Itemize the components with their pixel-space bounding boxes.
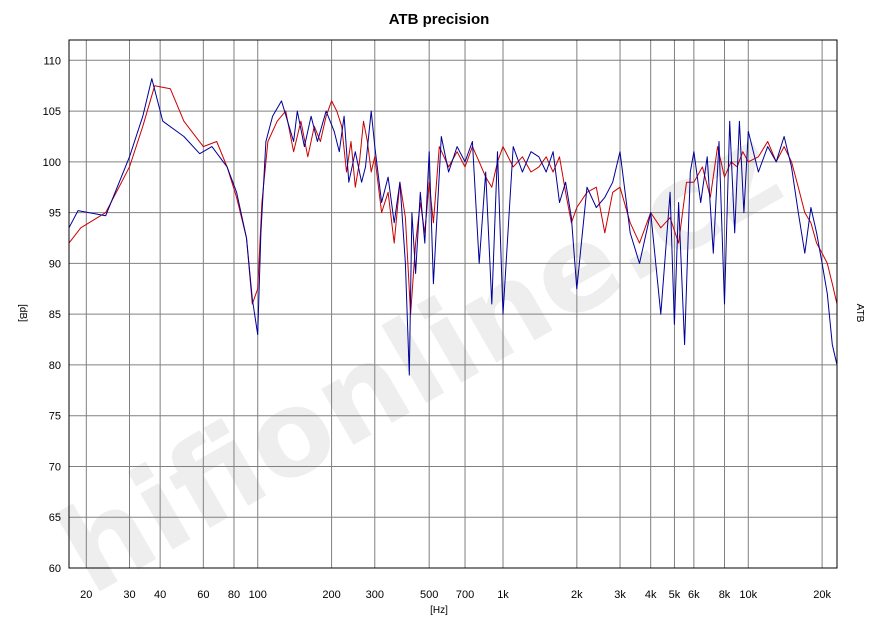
y-tick-label: 85 [49, 309, 61, 321]
x-tick-label: 2k [571, 589, 583, 601]
x-tick-label: 700 [456, 589, 474, 601]
x-tick-label: 80 [228, 589, 240, 601]
x-tick-label: 30 [123, 589, 135, 601]
x-tick-label: 8k [719, 589, 731, 601]
chart-title: ATB precision [389, 11, 490, 28]
y-axis-label: [dB] [17, 304, 28, 322]
x-tick-label: 6k [688, 589, 700, 601]
x-axis-label: [Hz] [430, 605, 448, 616]
x-tick-label: 100 [249, 589, 267, 601]
y-tick-label: 105 [43, 106, 61, 118]
y-tick-label: 70 [49, 461, 61, 473]
x-tick-label: 4k [645, 589, 657, 601]
tick-labels: 60 65 70 75 80 85 90 95 100 105 110 20 30 40 60 80 100 20… [43, 55, 832, 601]
x-tick-label: 10k [739, 589, 757, 601]
x-tick-label: 40 [154, 589, 166, 601]
x-tick-label: 200 [322, 589, 340, 601]
y-tick-label: 60 [49, 563, 61, 575]
series-line-red [68, 85, 838, 315]
x-tick-label: 20k [813, 589, 831, 601]
y-tick-label: 110 [43, 55, 61, 67]
right-axis-label: ATB [854, 304, 865, 323]
y-tick-label: 75 [49, 411, 61, 423]
y-tick-label: 90 [49, 258, 61, 270]
x-tick-label: 20 [80, 589, 92, 601]
y-tick-label: 100 [43, 157, 61, 169]
x-tick-label: 5k [669, 589, 681, 601]
x-tick-label: 300 [366, 589, 384, 601]
x-tick-label: 60 [197, 589, 209, 601]
y-tick-label: 80 [49, 360, 61, 372]
x-tick-label: 3k [614, 589, 626, 601]
grid [69, 40, 837, 569]
x-tick-label: 500 [420, 589, 438, 601]
x-tick-label: 1k [497, 589, 509, 601]
series-group [68, 78, 838, 376]
y-tick-label: 65 [49, 512, 61, 524]
plot-frame [68, 39, 838, 569]
series-line-blue [68, 78, 838, 376]
y-tick-label: 95 [49, 208, 61, 220]
